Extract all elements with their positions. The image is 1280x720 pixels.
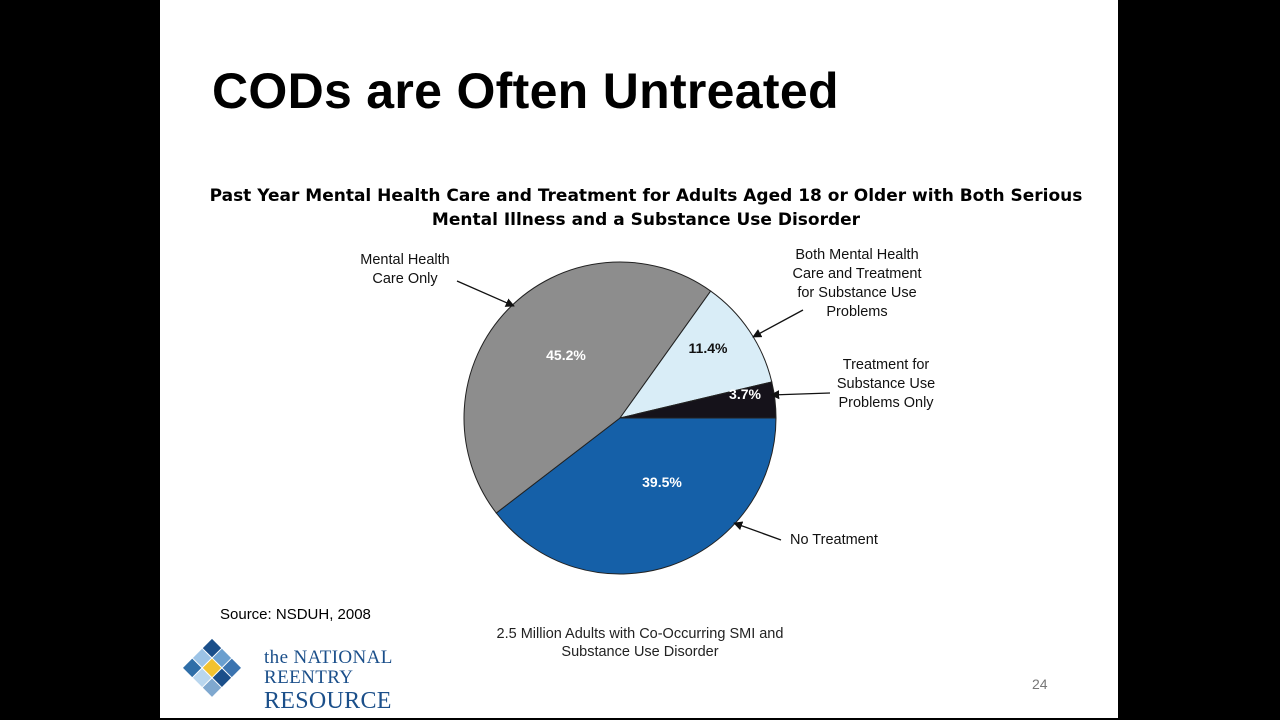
- slide: CODs are Often Untreated Past Year Menta…: [160, 0, 1118, 718]
- slice-category-label-line: Treatment for: [843, 357, 930, 373]
- pie-slice-2: [618, 290, 773, 419]
- pie-slice-0: [495, 417, 777, 575]
- slice-value-label-1: 45.2%: [546, 347, 586, 363]
- reentry-logo: the NATIONAL REENTRY RESOURCE CENTER: [178, 636, 478, 718]
- slice-category-label-line: Care Only: [372, 271, 438, 287]
- pie-slice-3: [619, 381, 777, 419]
- slice-category-label-line: Substance Use: [837, 376, 935, 392]
- pie-chart: 39.5% 45.2% 11.4% 3.7% No Treatment Mental H…: [360, 247, 935, 575]
- slice-category-label-line: Problems: [826, 304, 887, 320]
- logo-line-2: RESOURCE CENTER: [264, 688, 392, 718]
- pie-slice-1: [463, 261, 712, 514]
- footnote: 2.5 Million Adults with Co-Occurring SMI…: [440, 625, 840, 661]
- slice-value-label-3: 3.7%: [729, 386, 761, 402]
- chart-title-line-2: Mental Illness and a Substance Use Disor…: [431, 210, 861, 230]
- slice-category-label-line: Care and Treatment: [793, 266, 922, 282]
- logo-text: the NATIONAL REENTRY RESOURCE CENTER: [264, 647, 478, 719]
- slice-category-label-line: Mental Health: [360, 252, 449, 268]
- chart-title: Past Year Mental Health Care and Treatme…: [200, 184, 1092, 232]
- slice-category-label-line: for Substance Use: [797, 285, 916, 301]
- slice-value-label-0: 39.5%: [642, 474, 682, 490]
- leader-arrow-2: [752, 309, 804, 338]
- slide-title: CODs are Often Untreated: [212, 63, 839, 119]
- page-number: 24: [1032, 676, 1048, 692]
- slice-category-label-3: Treatment for Substance Use Problems Only: [837, 357, 935, 411]
- source-note: Source: NSDUH, 2008: [220, 606, 371, 623]
- slice-category-label-line: Problems Only: [838, 395, 934, 411]
- quilt-logo-icon: [183, 638, 241, 697]
- logo-line-1: the NATIONAL REENTRY: [264, 647, 393, 688]
- leader-arrow-0: [733, 521, 782, 541]
- footnote-line-1: 2.5 Million Adults with Co-Occurring SMI…: [496, 626, 784, 642]
- slice-category-label-line: No Treatment: [790, 532, 878, 548]
- slice-category-label-1: Mental Health Care Only: [360, 252, 449, 287]
- footnote-line-2: Substance Use Disorder: [561, 644, 719, 660]
- slice-category-label-0: No Treatment: [790, 532, 878, 548]
- leader-arrow-1: [456, 280, 515, 307]
- chart-title-line-1: Past Year Mental Health Care and Treatme…: [209, 186, 1083, 206]
- leader-arrow-3: [770, 390, 831, 400]
- slice-category-label-2: Both Mental Health Care and Treatment for …: [793, 247, 922, 320]
- slice-category-label-line: Both Mental Health: [795, 247, 918, 263]
- slice-value-label-2: 11.4%: [689, 340, 728, 356]
